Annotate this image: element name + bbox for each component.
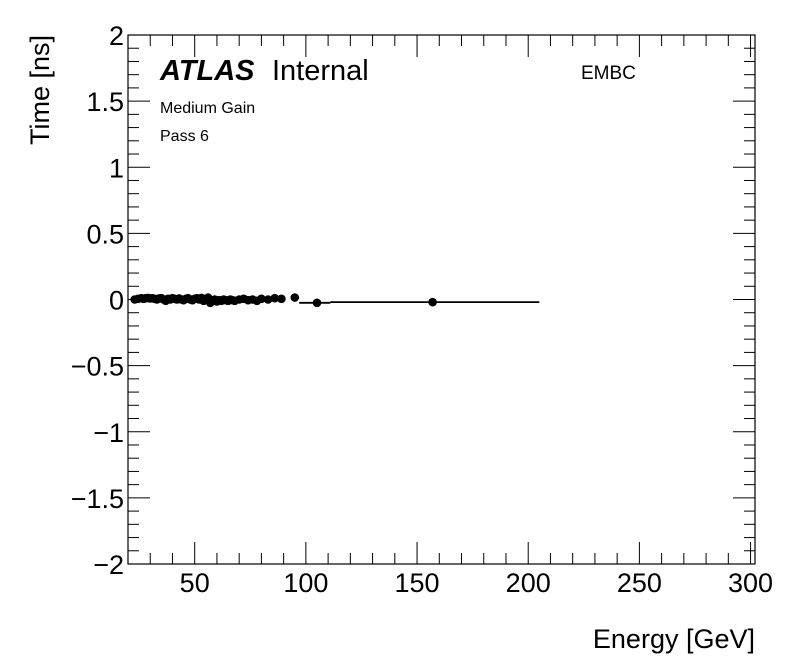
y-tick-label: −1.5: [71, 484, 124, 514]
data-point: [428, 297, 437, 307]
pass-label: Pass 6: [160, 128, 209, 145]
x-tick-label: 250: [617, 568, 662, 598]
data-point: [257, 294, 266, 304]
data-point: [263, 295, 273, 304]
data-point: [270, 293, 280, 303]
y-tick-label: −1: [93, 418, 124, 448]
y-tick-label: −0.5: [71, 352, 124, 382]
data-points: [130, 293, 540, 308]
atlas-label: ATLAS: [159, 55, 255, 87]
internal-label: Internal: [272, 55, 369, 87]
x-tick-label: 50: [180, 568, 210, 598]
x-tick-label: 100: [283, 568, 328, 598]
y-tick-label: −2: [93, 550, 124, 580]
x-tick-label: 300: [728, 568, 773, 598]
x-axis-label: Energy [GeV]: [593, 624, 755, 654]
gain-label: Medium Gain: [160, 100, 255, 117]
y-tick-labels: −2 −1.5 −1 −0.5 0 0.5 1 1.5 2: [71, 21, 124, 580]
data-point: [312, 298, 322, 308]
y-tick-label: 0: [109, 286, 124, 316]
x-tick-label: 200: [506, 568, 551, 598]
data-point: [277, 294, 286, 304]
y-tick-label: 1.5: [86, 87, 124, 117]
y-tick-label: 1: [109, 153, 124, 183]
y-axis-label: Time [ns]: [25, 35, 55, 145]
data-point: [290, 293, 300, 302]
x-tick-labels: 50 100 150 200 250 300: [180, 568, 773, 598]
region-label: EMBC: [581, 63, 636, 84]
x-tick-label: 150: [395, 568, 440, 598]
plot-frame: [127, 34, 756, 565]
y-tick-label: 0.5: [86, 219, 124, 249]
y-tick-label: 2: [109, 21, 124, 51]
